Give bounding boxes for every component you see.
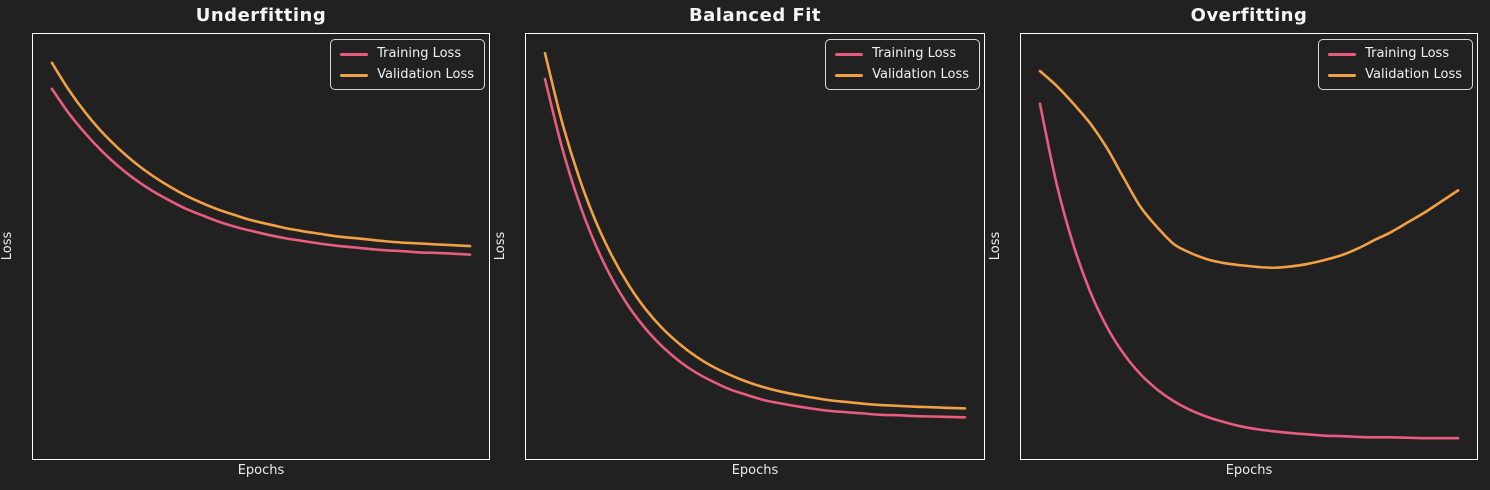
plot-title: Overfitting	[1190, 5, 1308, 26]
validation-loss-swatch	[1328, 73, 1357, 77]
legend-item: Training Loss	[340, 46, 474, 62]
validation-loss-line	[543, 51, 967, 410]
x-axis-label: Epochs	[237, 463, 285, 478]
validation-loss-swatch	[340, 73, 369, 77]
legend-label: Validation Loss	[1365, 67, 1462, 82]
loss-curves-canvas	[50, 61, 472, 256]
legend: Training Loss Validation Loss	[1318, 39, 1473, 90]
training-loss-line	[543, 77, 967, 419]
legend-label: Training Loss	[1365, 46, 1450, 61]
training-loss-swatch	[835, 52, 864, 56]
plot-area: Training Loss Validation Loss	[525, 33, 985, 460]
loss-curves-canvas	[543, 51, 967, 419]
legend-item: Training Loss	[835, 46, 969, 62]
legend-label: Validation Loss	[872, 67, 969, 82]
legend-item: Validation Loss	[340, 67, 474, 83]
training-loss-swatch	[1328, 52, 1357, 56]
x-axis-label: Epochs	[731, 463, 779, 478]
plot-area: Training Loss Validation Loss	[1020, 33, 1478, 460]
training-loss-line	[50, 87, 472, 256]
legend-item: Training Loss	[1328, 46, 1462, 62]
training-loss-line	[1038, 102, 1460, 440]
legend-label: Training Loss	[872, 46, 957, 61]
x-axis-label: Epochs	[1225, 463, 1273, 478]
training-loss-swatch	[340, 52, 369, 56]
legend-item: Validation Loss	[1328, 67, 1462, 83]
validation-loss-line	[1038, 69, 1460, 270]
validation-loss-line	[50, 61, 472, 248]
plot-area: Training Loss Validation Loss	[32, 33, 490, 460]
legend-label: Training Loss	[377, 46, 462, 61]
loss-curves-canvas	[1038, 69, 1460, 440]
plot-title: Balanced Fit	[688, 5, 822, 26]
subplot-underfitting: Underfitting Training Loss Validation Lo…	[0, 0, 490, 490]
legend: Training Loss Validation Loss	[825, 39, 980, 90]
legend: Training Loss Validation Loss	[330, 39, 485, 90]
validation-loss-swatch	[835, 73, 864, 77]
subplot-balanced-fit: Balanced Fit Training Loss Validation Lo…	[493, 0, 985, 490]
legend-item: Validation Loss	[835, 67, 969, 83]
subplot-overfitting: Overfitting Training Loss Validation Los…	[988, 0, 1478, 490]
legend-label: Validation Loss	[377, 67, 474, 82]
plot-title: Underfitting	[195, 5, 327, 26]
